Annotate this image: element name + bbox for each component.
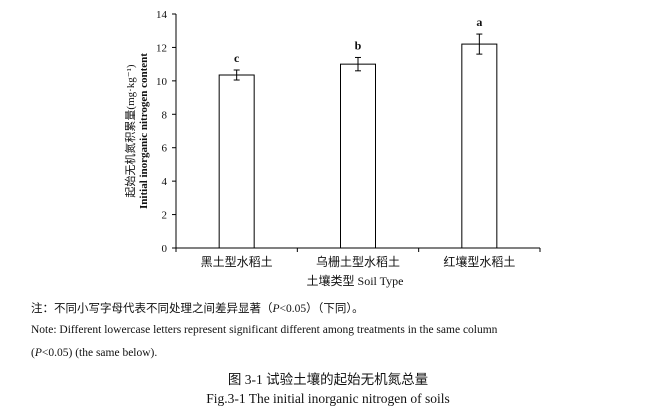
y-tick-label: 4 <box>162 176 168 188</box>
note-line-cn: 注：不同小写字母代表不同处理之间差异显著（P<0.05）（下同）。 <box>31 300 364 316</box>
bar-chart: 0 2 4 6 8 10 12 14 c b a 黑土型水稻土 乌栅土型水稻土 红壤型水稻土 起始无机… <box>123 9 541 288</box>
note-line-en: Note: Different lowercase letters repres… <box>31 324 498 336</box>
y-tick-label: 6 <box>162 143 168 155</box>
caption-cn: 图 3-1 试验土壤的起始无机氮总量 <box>227 372 429 387</box>
note-cn-text-end: <0.05）（下同）。 <box>279 303 364 315</box>
x-tick-label: 乌栅土型水稻土 <box>316 254 400 269</box>
caption-en: Fig.3-1 The initial inorganic nitrogen o… <box>206 391 450 406</box>
note-cn-p: P <box>272 303 280 315</box>
note-en-p: P <box>34 347 42 359</box>
y-tick-label: 8 <box>162 109 168 121</box>
y-tick-label: 2 <box>162 210 168 222</box>
note-en-text-end: <0.05) (the same below). <box>41 347 158 359</box>
significance-letters: c b a <box>234 15 482 65</box>
note-cn-text: 注：不同小写字母代表不同处理之间差异显著（ <box>31 303 273 315</box>
bar <box>340 63 376 249</box>
y-tick-label: 14 <box>156 9 168 21</box>
bars <box>218 43 498 249</box>
significance-letter: a <box>476 15 482 29</box>
significance-letter: b <box>355 38 362 52</box>
note-en-paren: ( <box>31 347 35 359</box>
y-tick-label: 0 <box>162 243 168 255</box>
x-tick-label: 黑土型水稻土 <box>201 255 273 269</box>
significance-letter: c <box>234 51 240 65</box>
note-line-en-2: (P<0.05) (the same below). <box>31 347 157 359</box>
error-bars <box>233 33 483 81</box>
y-axis-ticks: 0 2 4 6 8 10 12 14 <box>156 9 176 255</box>
x-axis-label: 土壤类型 Soil Type <box>307 273 404 288</box>
y-axis-label-en: Initial inorganic nitrogen content <box>138 53 150 209</box>
y-axis-label-cn: 起始无机氮积累量(mg·kg⁻¹) <box>123 64 137 197</box>
x-axis-ticks: 黑土型水稻土 乌栅土型水稻土 红壤型水稻土 <box>175 248 541 269</box>
x-tick-label: 红壤型水稻土 <box>443 254 515 269</box>
bar <box>218 74 255 249</box>
bar <box>461 43 498 249</box>
y-tick-label: 10 <box>156 76 168 88</box>
y-tick-label: 12 <box>156 42 167 54</box>
